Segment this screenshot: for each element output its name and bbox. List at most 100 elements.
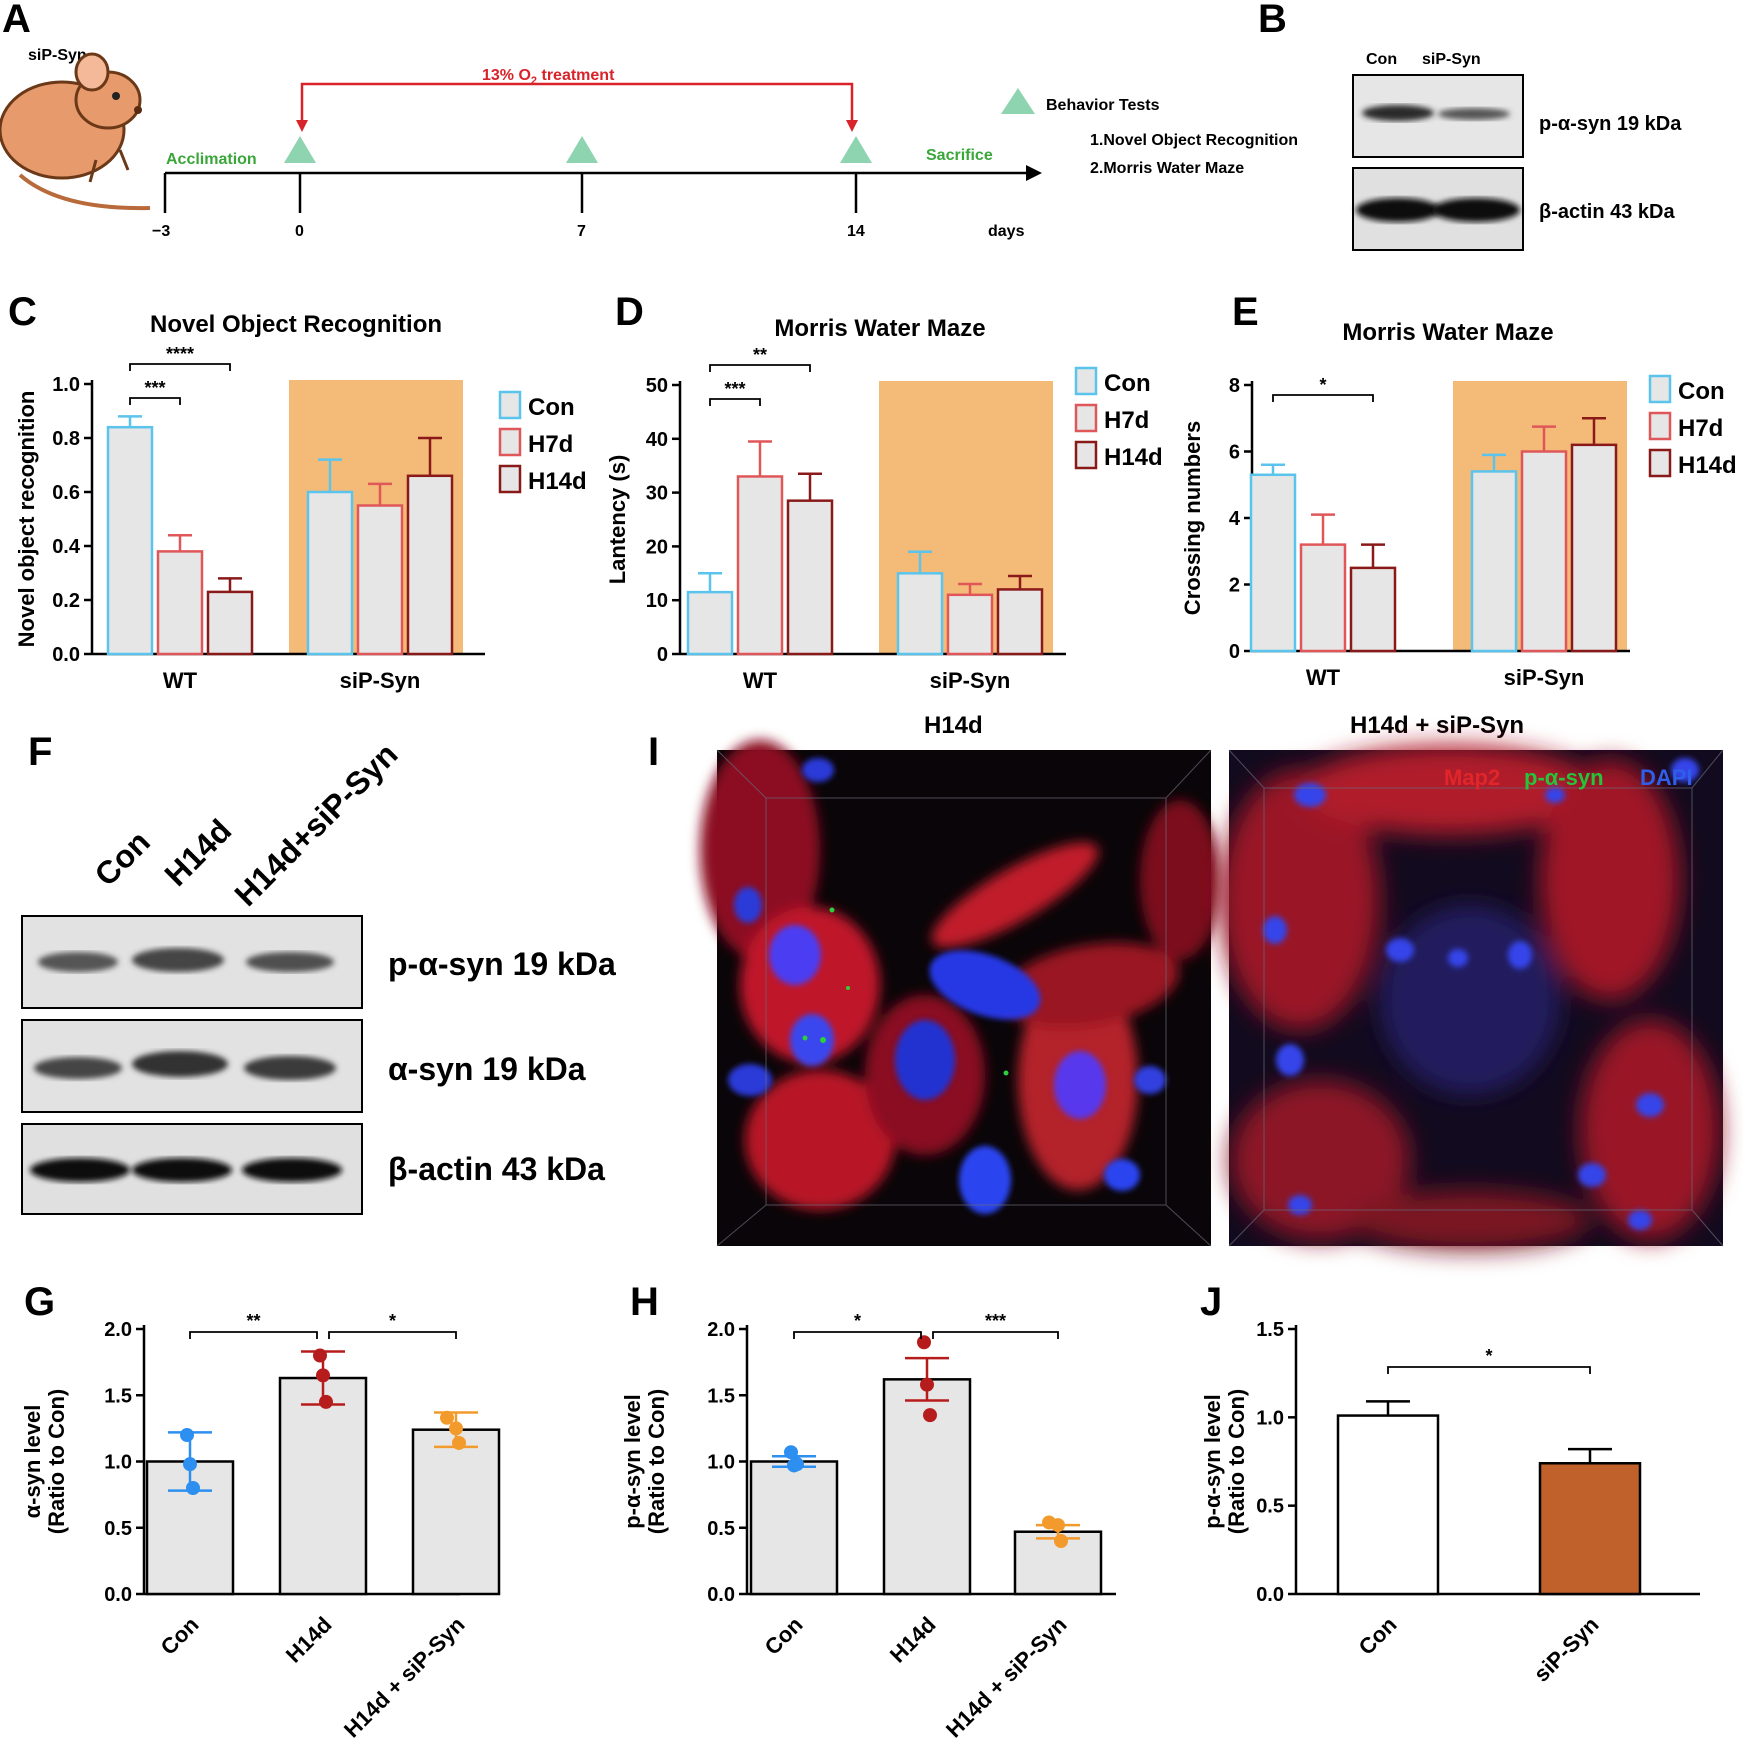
lane-label: siP-Syn (1422, 51, 1481, 68)
blot-band (1362, 105, 1434, 121)
model-label: siP-Syn (28, 47, 87, 64)
legend-swatch (1074, 440, 1098, 470)
micrograph-h14d (700, 740, 1220, 1247)
legend-swatch (498, 427, 522, 457)
data-point (313, 1348, 327, 1363)
panel-letter-b: B (1258, 0, 1287, 41)
x-group-label: WT (743, 668, 778, 693)
legend-swatch (498, 464, 522, 494)
image-title: H14d (924, 712, 983, 739)
lane-label: H14d (157, 812, 238, 893)
y-tick-label: 0.0 (104, 1584, 132, 1606)
blot-band (30, 1158, 130, 1182)
data-point (186, 1481, 200, 1495)
blot-band (132, 1051, 228, 1077)
y-tick-label: 2 (1229, 575, 1240, 597)
channel-legend-map2: Map2 (1444, 765, 1500, 790)
x-tick-label: H14d + siP-Syn (339, 1612, 470, 1743)
y-tick-label: 0.0 (707, 1584, 735, 1606)
y-tick-label: 0.5 (104, 1518, 132, 1540)
significance-bracket (129, 397, 181, 405)
bar (106, 425, 154, 656)
legend-label: H7d (528, 431, 573, 458)
legend-swatch (1074, 403, 1098, 433)
x-tick-label: H14d (885, 1612, 941, 1668)
y-tick-label: 0.0 (52, 644, 80, 666)
y-tick-label: 1.5 (104, 1385, 132, 1407)
y-tick-label: 0.0 (1256, 1584, 1284, 1606)
panel-letter-f: F (28, 730, 52, 774)
panel-c-chart: C Novel Object Recognition 0.0 0.2 0.4 0.6 0.8… (8, 290, 587, 693)
y-axis-label-unit: (Ratio to Con) (644, 1389, 669, 1534)
band-label: β-actin 43 kDa (388, 1151, 605, 1187)
y-tick-label: 0.2 (52, 590, 80, 612)
panel-d-chart: D Morris Water Maze 0 10 20 30 40 50 Lantency (s… (605, 290, 1163, 693)
band-label: p-α-syn 19 kDa (1539, 113, 1682, 135)
legend-label: H7d (1678, 415, 1723, 442)
bar (1520, 450, 1568, 653)
significance-label: *** (724, 379, 745, 399)
channel-legend-dapi: DAPI (1640, 765, 1693, 790)
y-tick-label: 6 (1229, 442, 1240, 464)
data-point (183, 1457, 197, 1472)
bar (356, 504, 404, 656)
legend-label: Con (1678, 378, 1725, 405)
blot-band (34, 1057, 122, 1079)
band-label: α-syn 19 kDa (388, 1051, 586, 1087)
significance-label: * (389, 1311, 396, 1331)
bar (1470, 470, 1518, 653)
y-tick-label: 40 (646, 429, 668, 451)
significance-label: * (1319, 375, 1326, 395)
bracket-arrow (846, 120, 858, 132)
panel-b: B Con siP-Syn p-α-syn 19 kDa β-actin 43 … (1258, 0, 1682, 251)
bracket-arrow (296, 120, 308, 132)
y-tick-label: 8 (1229, 375, 1240, 397)
3d-bounding-box (716, 749, 1212, 1247)
significance-label: ** (246, 1311, 260, 1331)
treatment-bracket (300, 82, 854, 125)
significance-label: ** (753, 345, 767, 365)
x-group-label: siP-Syn (930, 668, 1011, 693)
behavior-legend-triangle (1001, 88, 1035, 114)
significance-label: *** (144, 378, 165, 398)
timeline-arrowhead (1026, 165, 1042, 181)
data-point (440, 1410, 454, 1425)
timeline-label: 0 (295, 223, 304, 240)
significance-bracket (793, 1331, 922, 1339)
y-tick-label: 1.0 (104, 1452, 132, 1474)
panel-h-chart: H 0.0 0.5 1.0 1.5 2.0 p-α-syn level (Ratio to C… (620, 1280, 1116, 1742)
significance-bracket (189, 1331, 318, 1339)
lane-label: Con (87, 824, 156, 893)
y-axis-label: p-α-syn level (1200, 1394, 1225, 1529)
band-label: p-α-syn 19 kDa (388, 946, 616, 982)
timepoint-triangle (566, 136, 598, 163)
legend-label: H14d (528, 468, 587, 495)
y-tick-label: 30 (646, 483, 668, 505)
legend-label: H14d (1104, 444, 1163, 471)
panel-letter: H (630, 1280, 659, 1324)
bar (896, 572, 944, 656)
legend-swatch (1648, 411, 1672, 441)
x-tick-label: siP-Syn (1529, 1612, 1604, 1687)
significance-bracket (328, 1331, 457, 1339)
bar (736, 475, 784, 656)
p-syn-puncta (829, 907, 835, 913)
x-group-label: WT (163, 668, 198, 693)
significance-bracket (129, 363, 231, 371)
chart-title: Morris Water Maze (1342, 319, 1553, 346)
bar (1336, 1414, 1440, 1596)
blot-band (242, 1158, 342, 1182)
blot-band (132, 948, 224, 972)
panel-letter-i: I (648, 730, 659, 774)
image-title: H14d + siP-Syn (1350, 712, 1524, 739)
significance-label: * (854, 1311, 861, 1331)
y-tick-label: 4 (1229, 508, 1241, 530)
y-tick-label: 1.0 (707, 1452, 735, 1474)
y-tick-label: 1.5 (1256, 1319, 1284, 1341)
panel-f: F Con H14d H14d+siP-Syn p-α-syn 19 kDa α… (21, 730, 616, 1215)
y-axis-label-unit: (Ratio to Con) (44, 1389, 69, 1534)
data-point (790, 1457, 804, 1472)
bar (306, 490, 354, 656)
bar (206, 590, 254, 656)
legend-swatch (1648, 448, 1672, 478)
